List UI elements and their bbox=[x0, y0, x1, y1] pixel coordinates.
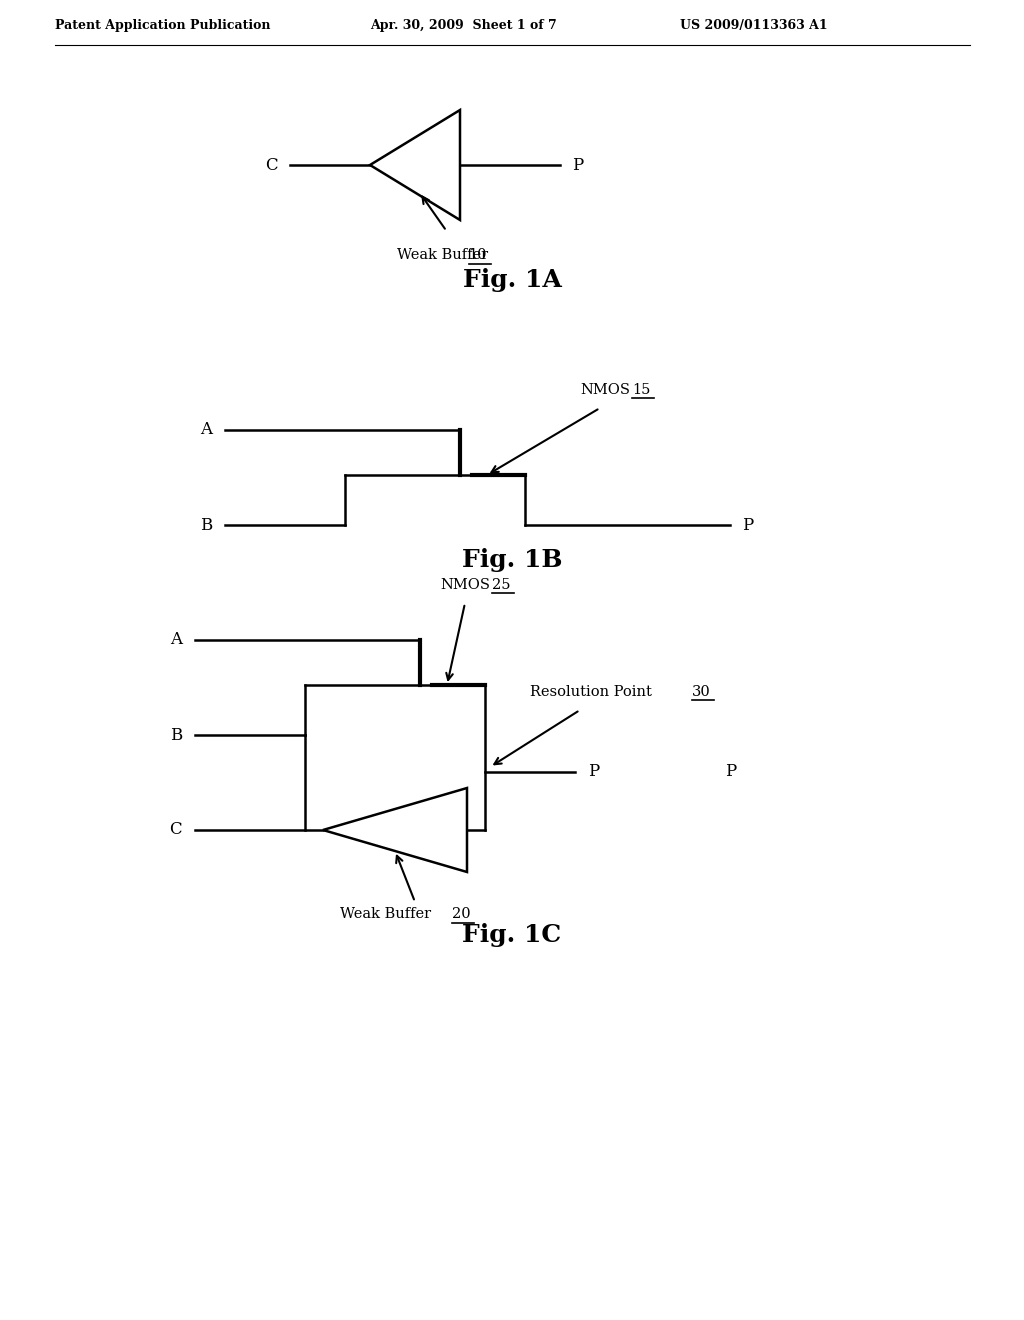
Text: NMOS: NMOS bbox=[440, 578, 490, 591]
Text: A: A bbox=[200, 421, 212, 438]
Text: Weak Buffer: Weak Buffer bbox=[340, 907, 431, 921]
Text: 15: 15 bbox=[632, 383, 650, 397]
Text: Apr. 30, 2009  Sheet 1 of 7: Apr. 30, 2009 Sheet 1 of 7 bbox=[370, 18, 557, 32]
Text: Fig. 1C: Fig. 1C bbox=[463, 923, 561, 946]
Text: 10: 10 bbox=[469, 248, 487, 261]
Text: Weak Buffer: Weak Buffer bbox=[397, 248, 493, 261]
Text: B: B bbox=[170, 726, 182, 743]
Text: 25: 25 bbox=[492, 578, 511, 591]
Text: US 2009/0113363 A1: US 2009/0113363 A1 bbox=[680, 18, 827, 32]
Text: P: P bbox=[572, 157, 584, 173]
Text: Resolution Point: Resolution Point bbox=[530, 685, 652, 700]
Text: Fig. 1B: Fig. 1B bbox=[462, 548, 562, 572]
Text: B: B bbox=[200, 516, 212, 533]
Text: 20: 20 bbox=[452, 907, 471, 921]
Text: P: P bbox=[725, 763, 736, 780]
Text: NMOS: NMOS bbox=[580, 383, 630, 397]
Text: P: P bbox=[742, 516, 754, 533]
Text: Fig. 1A: Fig. 1A bbox=[463, 268, 561, 292]
Text: C: C bbox=[169, 821, 182, 838]
Text: C: C bbox=[265, 157, 278, 173]
Text: P: P bbox=[588, 763, 599, 780]
Text: 30: 30 bbox=[692, 685, 711, 700]
Text: Patent Application Publication: Patent Application Publication bbox=[55, 18, 270, 32]
Text: A: A bbox=[170, 631, 182, 648]
